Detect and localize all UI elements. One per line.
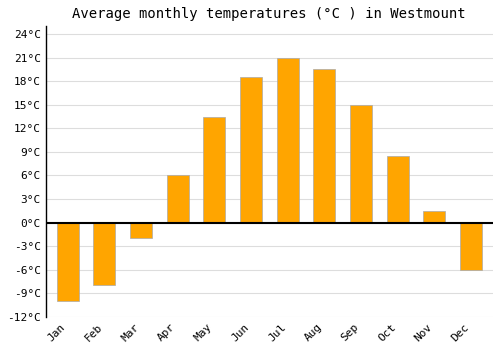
Bar xyxy=(460,223,482,270)
Bar xyxy=(350,105,372,223)
Bar xyxy=(93,223,115,285)
Bar xyxy=(130,223,152,238)
Bar xyxy=(240,77,262,223)
Bar xyxy=(386,156,408,223)
Bar xyxy=(204,117,226,223)
Bar xyxy=(276,58,298,223)
Bar xyxy=(56,223,78,301)
Bar xyxy=(314,69,336,223)
Title: Average monthly temperatures (°C ) in Westmount: Average monthly temperatures (°C ) in We… xyxy=(72,7,466,21)
Bar xyxy=(166,175,188,223)
Bar xyxy=(424,211,446,223)
